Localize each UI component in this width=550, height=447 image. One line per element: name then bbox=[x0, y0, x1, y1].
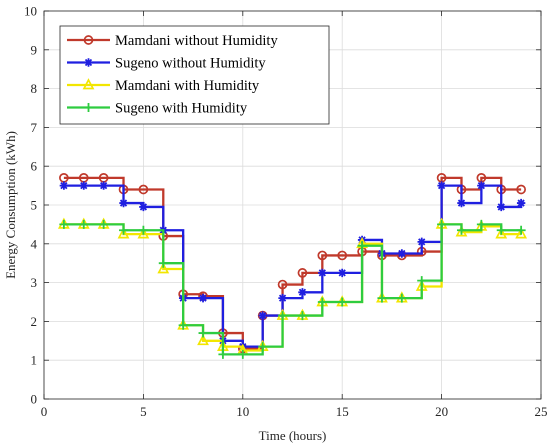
data-point bbox=[79, 181, 88, 190]
data-point bbox=[79, 219, 89, 229]
data-point bbox=[455, 225, 468, 237]
y-axis-title: Energy Consumption (kWh) bbox=[3, 131, 18, 279]
series bbox=[59, 181, 526, 351]
data-point bbox=[477, 181, 486, 190]
legend-label: Sugeno with Humidity bbox=[115, 101, 248, 117]
data-point bbox=[456, 225, 466, 235]
data-point bbox=[298, 288, 307, 297]
data-point bbox=[59, 181, 69, 190]
data-point bbox=[278, 311, 288, 321]
data-point bbox=[157, 262, 170, 274]
axis-ticks: 0 5 10 15 20 25 0 1 2 3 4 5 6 7 8 9 10 bbox=[24, 4, 548, 420]
y-tick-label: 3 bbox=[31, 275, 38, 290]
data-point bbox=[119, 225, 129, 235]
y-tick-label: 7 bbox=[31, 120, 38, 135]
data-point bbox=[417, 276, 427, 286]
data-point bbox=[99, 181, 108, 190]
data-point bbox=[258, 342, 268, 352]
data-point bbox=[238, 349, 248, 359]
data-point bbox=[258, 311, 267, 320]
legend-label: Mamdani with Humidity bbox=[115, 78, 260, 94]
x-tick-label: 15 bbox=[336, 404, 349, 419]
legend-marker bbox=[84, 103, 93, 112]
data-point bbox=[218, 349, 228, 359]
data-point bbox=[397, 293, 407, 303]
data-point bbox=[337, 297, 347, 307]
data-point bbox=[178, 320, 188, 330]
data-point bbox=[137, 227, 150, 239]
series-line bbox=[63, 223, 522, 352]
x-tick-label: 5 bbox=[140, 404, 147, 419]
legend-label: Sugeno without Humidity bbox=[115, 56, 266, 72]
data-point bbox=[495, 227, 508, 239]
legend-label: Mamdani without Humidity bbox=[115, 33, 278, 49]
data-point bbox=[198, 293, 208, 303]
y-tick-label: 5 bbox=[31, 198, 38, 213]
data-point bbox=[198, 328, 208, 338]
data-point bbox=[417, 237, 426, 247]
data-point bbox=[119, 198, 128, 208]
data-point bbox=[317, 250, 328, 261]
y-tick-label: 4 bbox=[31, 236, 38, 251]
data-point bbox=[497, 202, 506, 212]
y-tick-label: 0 bbox=[31, 392, 38, 407]
y-tick-label: 2 bbox=[31, 314, 38, 329]
data-point bbox=[99, 219, 109, 229]
y-tick-label: 9 bbox=[31, 42, 38, 57]
data-point bbox=[516, 184, 526, 195]
legend: Mamdani without Humidity Sugeno without H… bbox=[59, 25, 330, 125]
data-point bbox=[516, 225, 526, 235]
data-point bbox=[437, 219, 447, 229]
data-point bbox=[297, 268, 308, 278]
x-tick-label: 10 bbox=[236, 404, 249, 419]
data-point bbox=[338, 268, 347, 278]
data-point bbox=[138, 225, 148, 235]
legend-marker bbox=[83, 35, 94, 45]
x-tick-label: 20 bbox=[435, 404, 448, 419]
series bbox=[57, 217, 528, 355]
legend-marker bbox=[82, 78, 95, 90]
data-point bbox=[337, 250, 348, 261]
data-point bbox=[139, 202, 148, 212]
data-point bbox=[317, 297, 327, 307]
data-point bbox=[377, 293, 387, 303]
data-point bbox=[437, 181, 446, 190]
x-axis-title: Time (hours) bbox=[259, 428, 327, 443]
data-point bbox=[496, 225, 506, 235]
data-point bbox=[297, 311, 307, 321]
y-tick-label: 8 bbox=[31, 81, 38, 96]
y-tick-label: 6 bbox=[31, 159, 38, 174]
data-point bbox=[515, 227, 528, 239]
series bbox=[59, 172, 526, 354]
series-layer bbox=[57, 172, 528, 359]
data-point bbox=[476, 219, 486, 229]
y-tick-label: 1 bbox=[31, 353, 38, 368]
data-point bbox=[138, 184, 149, 195]
data-point bbox=[278, 293, 287, 303]
data-point bbox=[516, 198, 526, 208]
x-tick-label: 25 bbox=[535, 404, 548, 419]
data-point bbox=[59, 219, 69, 229]
series-line bbox=[63, 184, 523, 348]
data-point bbox=[357, 241, 367, 251]
series bbox=[59, 219, 526, 359]
data-point bbox=[277, 279, 288, 290]
data-point bbox=[158, 258, 168, 268]
x-tick-label: 0 bbox=[41, 404, 48, 419]
data-point bbox=[318, 268, 327, 278]
y-tick-label: 10 bbox=[24, 4, 37, 19]
data-point bbox=[457, 198, 466, 208]
legend-marker bbox=[84, 58, 93, 67]
data-point bbox=[197, 333, 209, 346]
data-point bbox=[397, 249, 407, 258]
data-point bbox=[117, 227, 130, 239]
